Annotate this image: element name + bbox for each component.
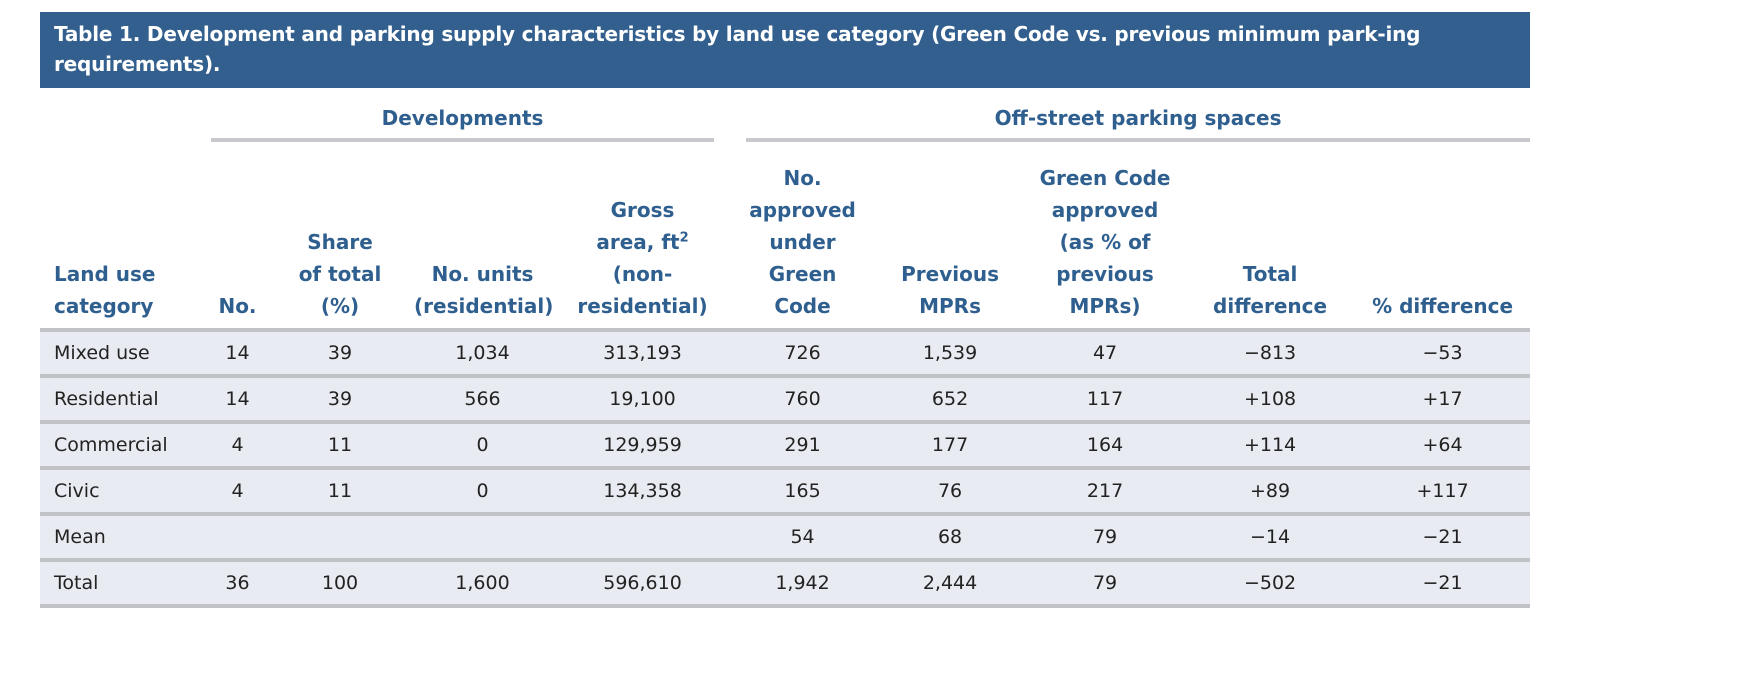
table-cell: 726 xyxy=(730,330,876,378)
table-cell: 0 xyxy=(410,422,555,470)
table-cell: 1,539 xyxy=(875,330,1026,378)
table-cell: 313,193 xyxy=(555,330,731,378)
table-row: Commercial 4 11 0 129,959 291 177 164 +114 +64 xyxy=(40,422,1531,470)
table-cell: −813 xyxy=(1185,330,1356,378)
col-header-no: No. xyxy=(205,146,270,332)
row-label: Mixed use xyxy=(40,330,205,378)
table-cell: 39 xyxy=(270,330,410,378)
table-cell: 54 xyxy=(730,514,876,562)
table-cell: 165 xyxy=(730,468,876,516)
table-cell: +117 xyxy=(1355,468,1531,516)
table-cell: 760 xyxy=(730,376,876,424)
table-cell: 1,600 xyxy=(410,560,555,608)
table-cell: 129,959 xyxy=(555,422,731,470)
table-cell: 117 xyxy=(1025,376,1186,424)
table-cell: 68 xyxy=(875,514,1026,562)
table-caption: Table 1. Development and parking supply … xyxy=(40,12,1530,88)
table-cell: 217 xyxy=(1025,468,1186,516)
table-cell: 596,610 xyxy=(555,560,731,608)
row-label: Total xyxy=(40,560,205,608)
table-cell: 4 xyxy=(205,468,270,516)
col-header-category: Land use category xyxy=(40,146,205,332)
row-label: Commercial xyxy=(40,422,205,470)
table-cell xyxy=(555,514,731,562)
table-cell: +89 xyxy=(1185,468,1356,516)
table-cell: 36 xyxy=(205,560,270,608)
table-cell: 47 xyxy=(1025,330,1186,378)
table-cell: +64 xyxy=(1355,422,1531,470)
table-cell: 14 xyxy=(205,376,270,424)
table-cell: 11 xyxy=(270,422,410,470)
table-cell xyxy=(270,514,410,562)
table-cell: 19,100 xyxy=(555,376,731,424)
table-cell: 11 xyxy=(270,468,410,516)
table-cell: −53 xyxy=(1355,330,1531,378)
table-cell: 164 xyxy=(1025,422,1186,470)
table-row: Civic 4 11 0 134,358 165 76 217 +89 +117 xyxy=(40,468,1531,516)
table-cell: 4 xyxy=(205,422,270,470)
table-cell: −14 xyxy=(1185,514,1356,562)
group-header-parking: Off-street parking spaces xyxy=(730,96,1531,146)
table-cell: −502 xyxy=(1185,560,1356,608)
table-cell: +114 xyxy=(1185,422,1356,470)
table-cell: 177 xyxy=(875,422,1026,470)
table-row: Residential 14 39 566 19,100 760 652 117 +108 +17 xyxy=(40,376,1531,424)
col-header-approved: No. approved under Green Code xyxy=(730,146,876,332)
table-cell: 79 xyxy=(1025,560,1186,608)
table-cell: −21 xyxy=(1355,514,1531,562)
table-cell: 39 xyxy=(270,376,410,424)
data-table: Developments Off-street parking spaces L… xyxy=(40,96,1531,608)
table-row: Mixed use 14 39 1,034 313,193 726 1,539 47 −813−… xyxy=(40,330,1531,378)
col-header-units: No. units (residential) xyxy=(410,146,555,332)
row-label: Residential xyxy=(40,376,205,424)
col-header-previous: Previous MPRs xyxy=(875,146,1026,332)
col-header-pct-diff: % difference xyxy=(1355,146,1531,332)
col-header-gc-pct: Green Code approved (as % of previous MPRs) xyxy=(1025,146,1186,332)
table-cell: +17 xyxy=(1355,376,1531,424)
table-cell: 1,034 xyxy=(410,330,555,378)
table-cell xyxy=(410,514,555,562)
table-cell: 0 xyxy=(410,468,555,516)
table-cell: 652 xyxy=(875,376,1026,424)
table-cell: +108 xyxy=(1185,376,1356,424)
col-header-share: Share of total (%) xyxy=(270,146,410,332)
row-label: Mean xyxy=(40,514,205,562)
col-header-gross-area: Gross area, ft2 (non-residential) xyxy=(555,146,731,332)
table-cell: −21 xyxy=(1355,560,1531,608)
table-cell: 76 xyxy=(875,468,1026,516)
table-cell xyxy=(205,514,270,562)
table-cell: 79 xyxy=(1025,514,1186,562)
table-row: Total 36 100 1,600 596,610 1,942 2,444 79 −502 −2… xyxy=(40,560,1531,608)
table-cell: 2,444 xyxy=(875,560,1026,608)
group-header-developments: Developments xyxy=(205,96,730,146)
table-cell: 1,942 xyxy=(730,560,876,608)
table-cell: 566 xyxy=(410,376,555,424)
table-cell: 291 xyxy=(730,422,876,470)
table-cell: 100 xyxy=(270,560,410,608)
row-label: Civic xyxy=(40,468,205,516)
col-header-total-diff: Total difference xyxy=(1185,146,1356,332)
table-row: Mean 54 68 79 −14 −21 xyxy=(40,514,1531,562)
table-cell: 14 xyxy=(205,330,270,378)
table-cell: 134,358 xyxy=(555,468,731,516)
